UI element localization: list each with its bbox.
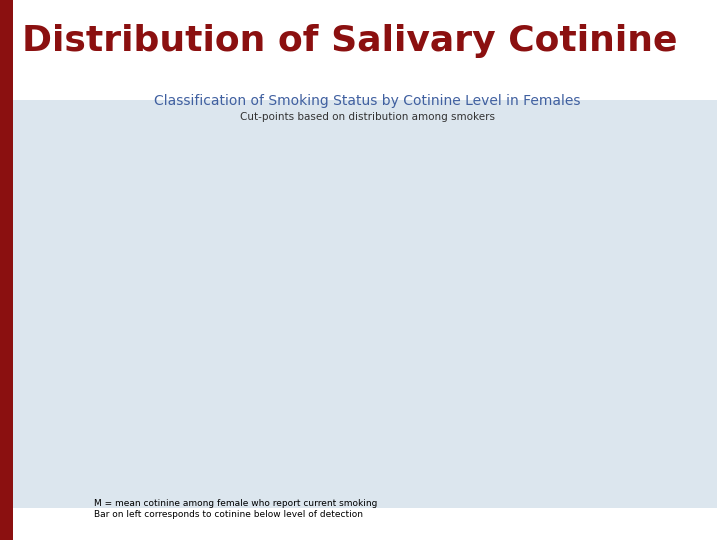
Bar — [348, 435, 364, 443]
Bar — [298, 367, 314, 443]
Bar — [130, 426, 146, 443]
Bar — [482, 393, 499, 443]
Bar — [147, 403, 163, 443]
Bar — [432, 417, 449, 443]
X-axis label: log(Cotinine): log(Cotinine) — [333, 470, 431, 485]
Text: Regular: Regular — [477, 231, 512, 239]
Text: Distribution of Salivary Cotinine: Distribution of Salivary Cotinine — [22, 24, 677, 58]
Text: 10 ng: 10 ng — [333, 296, 354, 302]
Text: Passive: Passive — [363, 215, 397, 224]
Bar — [382, 438, 398, 443]
Bar — [197, 330, 213, 443]
Bar — [180, 384, 197, 443]
Text: Classification of Smoking Status by Cotinine Level in Females: Classification of Smoking Status by Coti… — [154, 94, 580, 108]
Text: 103 ng
30% M: 103 ng 30% M — [468, 296, 492, 310]
Text: Occasional: Occasional — [414, 149, 463, 158]
Text: 34 ng
10% M: 34 ng 10% M — [414, 296, 438, 310]
Bar — [533, 420, 549, 443]
Bar — [466, 416, 482, 443]
Bar — [214, 300, 230, 443]
Text: 15 ng: 15 ng — [351, 296, 370, 302]
Y-axis label: Fraction: Fraction — [31, 253, 45, 309]
Bar — [500, 382, 516, 443]
Bar — [264, 353, 281, 443]
Bar — [331, 431, 348, 443]
Bar — [399, 438, 415, 443]
Bar — [516, 382, 533, 443]
Bar — [415, 428, 432, 443]
Text: Nonsmoker: Nonsmoker — [204, 208, 256, 217]
Bar — [583, 441, 600, 443]
Bar — [550, 428, 566, 443]
Bar — [163, 397, 180, 443]
Text: Bar on left corresponds to cotinine below level of detection: Bar on left corresponds to cotinine belo… — [94, 510, 363, 519]
Bar — [281, 370, 297, 443]
Text: Cut-points based on distribution among smokers: Cut-points based on distribution among s… — [240, 112, 495, 123]
Bar — [449, 428, 465, 443]
Bar — [567, 438, 583, 443]
Bar — [96, 153, 112, 443]
Bar — [248, 319, 264, 443]
Bar — [365, 437, 382, 443]
Text: M = mean cotinine among female who report current smoking: M = mean cotinine among female who repor… — [94, 500, 377, 509]
Bar — [315, 390, 331, 443]
Bar — [113, 438, 130, 443]
Bar — [230, 292, 247, 443]
Text: 344 ng
M: 344 ng M — [512, 296, 536, 310]
